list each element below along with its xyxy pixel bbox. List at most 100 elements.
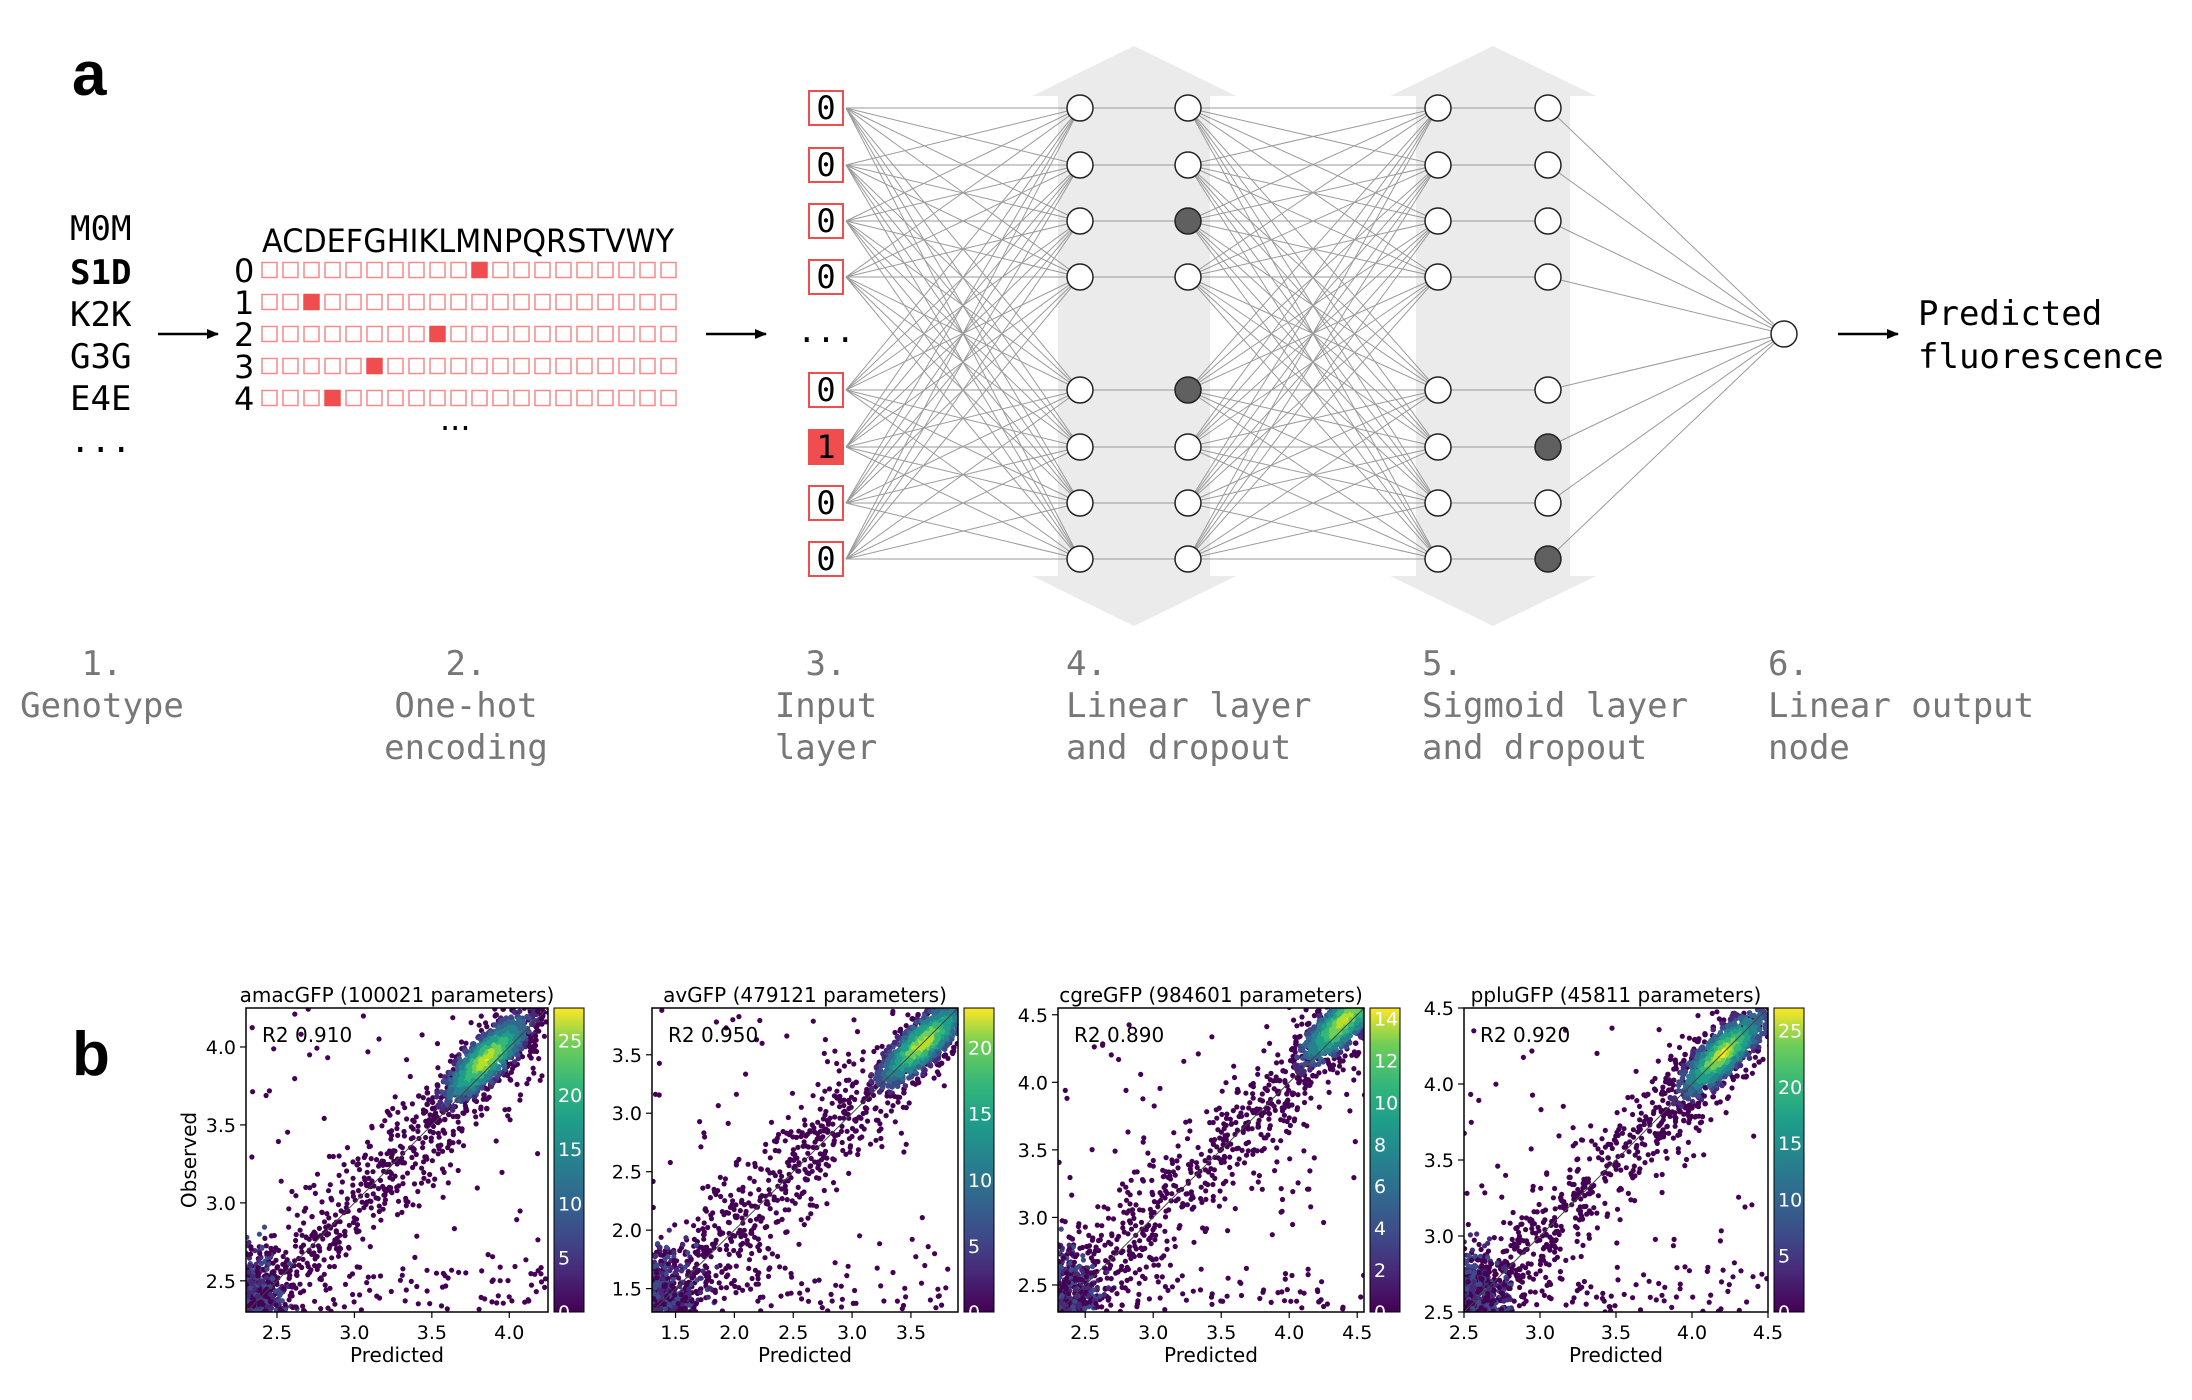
- identity-line: [246, 1008, 548, 1312]
- data-point: [1117, 1187, 1123, 1193]
- data-point: [903, 1294, 909, 1300]
- data-point: [936, 1071, 942, 1078]
- data-point: [283, 1265, 289, 1271]
- data-point: [709, 1349, 714, 1354]
- x-tick-label: 3.5: [417, 1322, 447, 1344]
- data-point: [425, 1178, 431, 1184]
- data-point: [826, 1086, 833, 1092]
- data-point: [446, 1138, 453, 1144]
- data-point: [344, 1201, 350, 1207]
- data-point: [824, 1201, 830, 1207]
- data-point: [424, 1122, 431, 1128]
- data-point: [943, 1030, 950, 1036]
- data-point: [631, 1306, 636, 1311]
- onehot-cell: [513, 293, 530, 311]
- data-point: [789, 1198, 795, 1204]
- data-point: [270, 1276, 276, 1282]
- data-point: [786, 1171, 792, 1177]
- data-point: [971, 997, 977, 1003]
- onehot-cell: [429, 389, 446, 407]
- data-point: [514, 1038, 521, 1045]
- data-point: [1335, 969, 1340, 974]
- data-point: [314, 1266, 320, 1272]
- data-point: [816, 1175, 822, 1181]
- data-point: [436, 1134, 442, 1140]
- data-point: [447, 1162, 454, 1168]
- data-point: [374, 1293, 380, 1299]
- onehot-cell: [618, 261, 635, 279]
- data-point: [892, 1029, 898, 1036]
- data-point: [536, 952, 541, 957]
- data-point: [350, 1159, 356, 1165]
- data-point: [808, 1211, 814, 1217]
- data-point: [458, 1064, 464, 1070]
- step-text: Linear output: [1768, 686, 2034, 726]
- data-point: [479, 1047, 486, 1053]
- data-point: [493, 1012, 500, 1018]
- data-point: [703, 1280, 709, 1286]
- data-point: [447, 1058, 453, 1064]
- data-point: [919, 1060, 926, 1066]
- data-point: [842, 1087, 849, 1093]
- data-point: [777, 1264, 783, 1270]
- data-point: [272, 1288, 278, 1294]
- data-point: [446, 1111, 452, 1118]
- data-point: [817, 1151, 823, 1157]
- data-point: [899, 1306, 905, 1312]
- data-point: [275, 1264, 281, 1270]
- data-point: [321, 1115, 327, 1121]
- onehot-cell: [534, 261, 551, 279]
- data-point: [301, 1220, 307, 1226]
- data-point: [293, 1193, 299, 1199]
- onehot-cell: [639, 325, 656, 343]
- data-point: [569, 965, 575, 971]
- data-point: [741, 1227, 747, 1233]
- data-point: [478, 1013, 484, 1019]
- data-point: [492, 1022, 498, 1028]
- data-point: [426, 1097, 432, 1103]
- data-point: [389, 1128, 395, 1134]
- onehot-ellipsis: ...: [440, 400, 471, 438]
- data-point: [278, 1178, 284, 1184]
- data-point: [409, 1154, 415, 1161]
- input-node-value: 1: [816, 428, 835, 466]
- data-point: [838, 1283, 844, 1289]
- data-point: [1038, 1305, 1043, 1310]
- data-point: [403, 1195, 409, 1201]
- connection: [1187, 389, 1439, 560]
- data-point: [1114, 1291, 1120, 1297]
- data-point: [751, 1225, 757, 1231]
- data-point: [927, 1063, 934, 1069]
- data-point: [795, 1168, 801, 1174]
- data-point: [394, 1188, 400, 1194]
- data-point: [249, 1300, 255, 1306]
- y-tick-label: 4.0: [206, 1037, 236, 1059]
- data-point: [671, 1300, 677, 1306]
- onehot-row-index: 2: [234, 316, 254, 354]
- data-point: [844, 1128, 850, 1134]
- data-point: [901, 1090, 907, 1096]
- data-point: [1047, 1332, 1052, 1337]
- data-point: [263, 1351, 268, 1356]
- data-point: [332, 1241, 338, 1247]
- data-point: [689, 1275, 695, 1281]
- data-point: [974, 982, 980, 988]
- hidden1-node: [1066, 376, 1094, 404]
- data-point: [450, 1113, 456, 1120]
- data-point: [1129, 1207, 1136, 1213]
- plot-title: amacGFP (100021 parameters): [240, 983, 555, 1007]
- data-point: [446, 1092, 453, 1099]
- data-point: [360, 1013, 366, 1019]
- data-point: [485, 1252, 491, 1258]
- data-point: [948, 994, 954, 1000]
- data-point: [280, 1285, 287, 1291]
- data-point: [317, 1248, 323, 1254]
- data-point: [365, 1139, 371, 1145]
- data-point: [859, 1057, 865, 1063]
- data-point: [960, 995, 966, 1001]
- data-point: [922, 1031, 929, 1037]
- data-point: [1232, 1131, 1238, 1137]
- data-point: [747, 1243, 753, 1249]
- data-point: [241, 1334, 246, 1339]
- data-point: [801, 1117, 808, 1123]
